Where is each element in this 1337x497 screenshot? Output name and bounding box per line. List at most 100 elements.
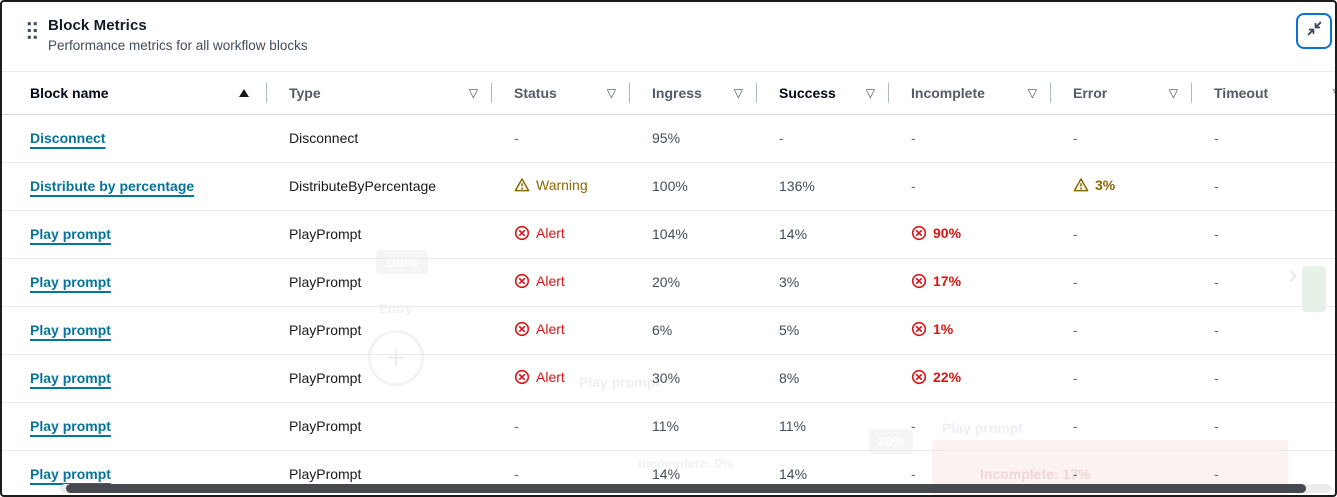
empty-value: - — [1214, 178, 1219, 194]
status-text: Alert — [536, 320, 565, 337]
status-text: 17% — [933, 272, 962, 289]
block-name-link[interactable]: Play prompt — [30, 466, 111, 482]
metric-value: 5% — [779, 322, 800, 338]
collapse-widget-button[interactable] — [1296, 13, 1332, 49]
empty-value: - — [911, 130, 916, 146]
alert-circle-icon — [911, 369, 927, 385]
status-text: Alert — [536, 272, 565, 289]
alert-circle-icon — [514, 273, 530, 289]
filter-icon[interactable]: ▽ — [1027, 85, 1037, 100]
filter-icon[interactable]: ▽ — [1168, 85, 1178, 100]
alert-circle-icon — [514, 369, 530, 385]
empty-value: - — [1214, 370, 1219, 386]
column-header-status[interactable]: Status ▽ — [492, 72, 630, 115]
collapse-arrows-icon — [1306, 20, 1323, 42]
alert-circle-icon — [911, 321, 927, 337]
metric-value: 14% — [779, 466, 808, 482]
horizontal-scrollbar-thumb[interactable] — [66, 484, 1306, 493]
table-row: Disconnect Disconnect - 95% - - - - — [2, 114, 1335, 163]
warning-triangle-icon — [1073, 177, 1089, 193]
metric-value: 6% — [652, 322, 673, 338]
empty-value: - — [911, 418, 916, 434]
empty-value: - — [1214, 466, 1219, 482]
filter-icon[interactable]: ▽ — [606, 85, 616, 100]
metric-value: 11% — [779, 418, 806, 434]
column-header-success[interactable]: Success ▽ — [757, 72, 889, 115]
block-type-value: PlayPrompt — [289, 322, 362, 338]
empty-value: - — [1214, 130, 1219, 146]
column-label: Status — [514, 84, 557, 101]
metrics-table-wrap: Block name Type ▽ Status ▽ Ingress ▽ Success ▽ In… — [2, 72, 1335, 495]
status-warning: Warning — [514, 177, 588, 193]
block-type-value: PlayPrompt — [289, 370, 362, 386]
filter-icon[interactable]: ▽ — [1333, 87, 1335, 99]
widget-header: Block Metrics Performance metrics for al… — [2, 2, 1335, 72]
block-name-link[interactable]: Play prompt — [30, 322, 111, 338]
status-alert: Alert — [514, 369, 565, 385]
metric-value: 30% — [652, 370, 681, 386]
filter-icon[interactable]: ▽ — [468, 85, 478, 100]
table-header-row: Block name Type ▽ Status ▽ Ingress ▽ Success ▽ In… — [2, 72, 1335, 115]
alert-circle-icon — [514, 321, 530, 337]
empty-value: - — [1073, 226, 1078, 242]
status-alert: Alert — [514, 321, 565, 337]
block-name-link[interactable]: Play prompt — [30, 226, 111, 242]
widget-title: Block Metrics — [48, 17, 147, 34]
column-header-timeout[interactable]: Timeout ▽ — [1192, 72, 1335, 115]
status-alert: 22% — [911, 369, 961, 385]
alert-circle-icon — [911, 225, 927, 241]
empty-value: - — [1214, 274, 1219, 290]
filter-icon[interactable]: ▽ — [733, 85, 743, 100]
block-name-link[interactable]: Distribute by percentage — [30, 178, 195, 194]
status-alert: 17% — [911, 273, 961, 289]
metric-value: 100% — [652, 178, 688, 194]
status-text: 3% — [1095, 176, 1116, 193]
column-header-block-name[interactable]: Block name — [2, 72, 267, 115]
status-text: Alert — [536, 224, 565, 241]
empty-value: - — [1214, 226, 1219, 242]
empty-value: - — [514, 466, 519, 482]
empty-value: - — [514, 418, 519, 434]
column-header-error[interactable]: Error ▽ — [1051, 72, 1192, 115]
column-label: Type — [289, 84, 321, 101]
metric-value: 20% — [652, 274, 681, 290]
empty-value: - — [514, 130, 519, 146]
column-header-incomplete[interactable]: Incomplete ▽ — [889, 72, 1051, 115]
block-name-link[interactable]: Disconnect — [30, 130, 106, 146]
block-type-value: PlayPrompt — [289, 418, 362, 434]
drag-handle-icon[interactable] — [26, 21, 39, 45]
sort-ascending-icon[interactable] — [239, 88, 249, 97]
column-header-ingress[interactable]: Ingress ▽ — [630, 72, 757, 115]
empty-value: - — [1073, 466, 1078, 482]
widget-subtitle: Performance metrics for all workflow blo… — [48, 38, 308, 53]
block-type-value: PlayPrompt — [289, 274, 362, 290]
horizontal-scrollbar-track — [60, 484, 1331, 493]
metric-value: 136% — [779, 178, 815, 194]
metric-value: 104% — [652, 226, 688, 242]
column-label: Incomplete — [911, 84, 985, 101]
metric-value: 11% — [652, 418, 679, 434]
status-text: 22% — [933, 368, 962, 385]
status-alert: 90% — [911, 225, 961, 241]
empty-value: - — [1214, 418, 1219, 434]
filter-icon[interactable]: ▽ — [865, 85, 875, 100]
status-text: 90% — [933, 224, 962, 241]
table-row: Play prompt PlayPrompt Alert 30% 8% 22% - - — [2, 354, 1335, 403]
metric-value: 95% — [652, 130, 681, 146]
block-type-value: PlayPrompt — [289, 466, 362, 482]
column-header-type[interactable]: Type ▽ — [267, 72, 492, 115]
block-type-value: PlayPrompt — [289, 226, 362, 242]
empty-value: - — [1073, 274, 1078, 290]
block-name-link[interactable]: Play prompt — [30, 274, 111, 290]
block-name-link[interactable]: Play prompt — [30, 370, 111, 386]
status-alert: Alert — [514, 273, 565, 289]
table-row: Play prompt PlayPrompt Alert 6% 5% 1% - - — [2, 306, 1335, 355]
block-name-link[interactable]: Play prompt — [30, 418, 111, 434]
empty-value: - — [779, 130, 784, 146]
status-alert: 1% — [911, 321, 953, 337]
column-label: Error — [1073, 84, 1108, 101]
table-row: Play prompt PlayPrompt Alert 20% 3% 17% - - — [2, 258, 1335, 307]
metric-value: 14% — [779, 226, 808, 242]
column-label: Success — [779, 84, 836, 101]
table-row: Play prompt PlayPrompt - 11% 11% - - - — [2, 402, 1335, 451]
